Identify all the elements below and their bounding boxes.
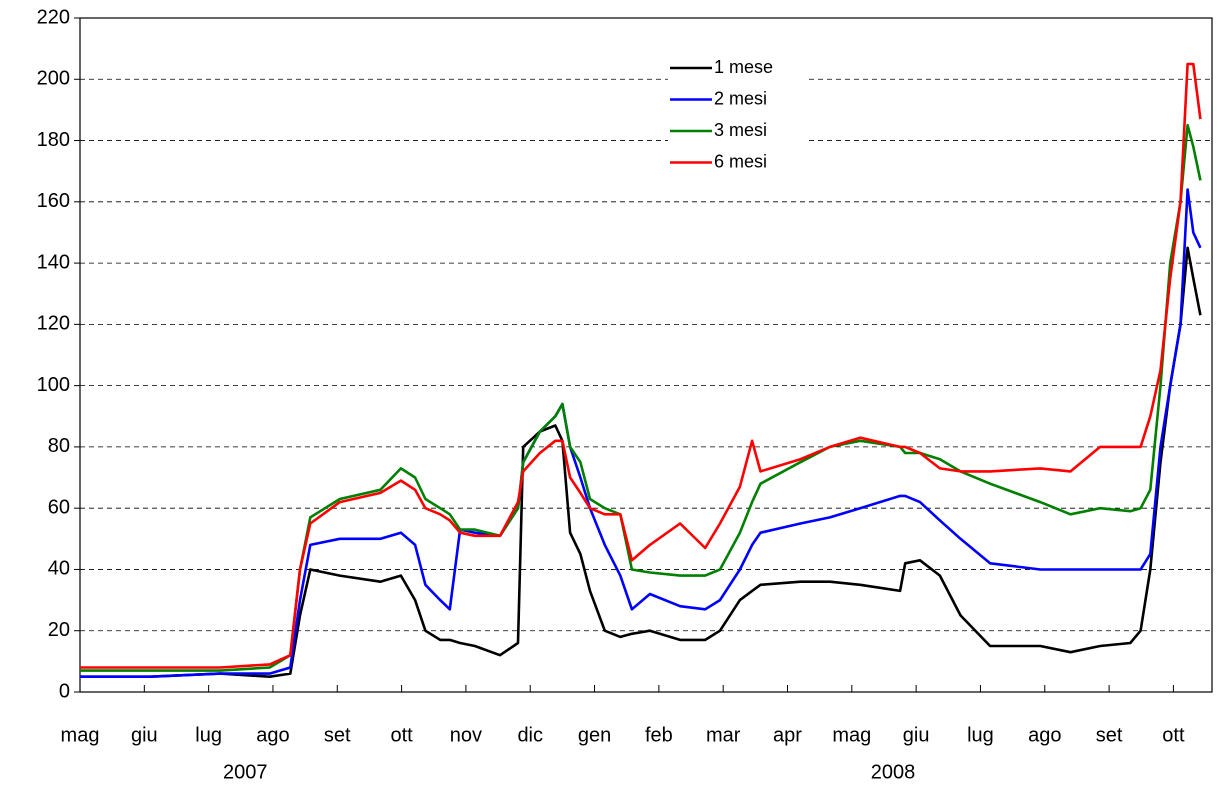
x-tick-label: lug (195, 724, 222, 746)
y-tick-label: 40 (48, 558, 70, 580)
x-tick-label: dic (517, 724, 543, 746)
plot-frame (79, 17, 1213, 693)
x-tick-label: ago (256, 724, 289, 746)
y-tick-label: 160 (37, 190, 70, 212)
legend-label: 6 mesi (714, 151, 767, 171)
x-tick-label: mag (61, 724, 100, 746)
y-tick-label: 80 (48, 435, 70, 457)
y-tick-label: 180 (37, 129, 70, 151)
x-tick-label: giu (131, 724, 158, 746)
y-tick-label: 200 (37, 68, 70, 90)
y-tick-label: 20 (48, 619, 70, 641)
x-tick-label: lug (967, 724, 994, 746)
year-label: 2007 (223, 761, 268, 783)
y-tick-label: 0 (59, 680, 70, 702)
year-label: 2008 (871, 761, 916, 783)
series-line (80, 123, 1202, 672)
x-tick-label: ott (1162, 724, 1185, 746)
x-tick-label: set (1096, 724, 1123, 746)
legend-label: 3 mesi (714, 120, 767, 140)
x-tick-label: feb (645, 724, 673, 746)
y-tick-label: 100 (37, 374, 70, 396)
x-tick-label: ott (390, 724, 413, 746)
x-tick-label: ago (1028, 724, 1061, 746)
x-tick-label: apr (773, 724, 802, 746)
x-tick-label: set (324, 724, 351, 746)
y-tick-label: 220 (37, 6, 70, 28)
x-tick-label: mag (832, 724, 871, 746)
x-tick-label: giu (903, 724, 930, 746)
y-tick-label: 60 (48, 496, 70, 518)
x-tick-label: gen (578, 724, 611, 746)
series-line (80, 188, 1202, 678)
legend-label: 2 mesi (714, 88, 767, 108)
series-line (80, 62, 1202, 669)
series-line (80, 246, 1202, 678)
legend-label: 1 mese (714, 57, 773, 77)
y-tick-label: 140 (37, 251, 70, 273)
x-tick-label: mar (706, 724, 741, 746)
x-tick-label: nov (450, 724, 482, 746)
y-tick-label: 120 (37, 313, 70, 335)
